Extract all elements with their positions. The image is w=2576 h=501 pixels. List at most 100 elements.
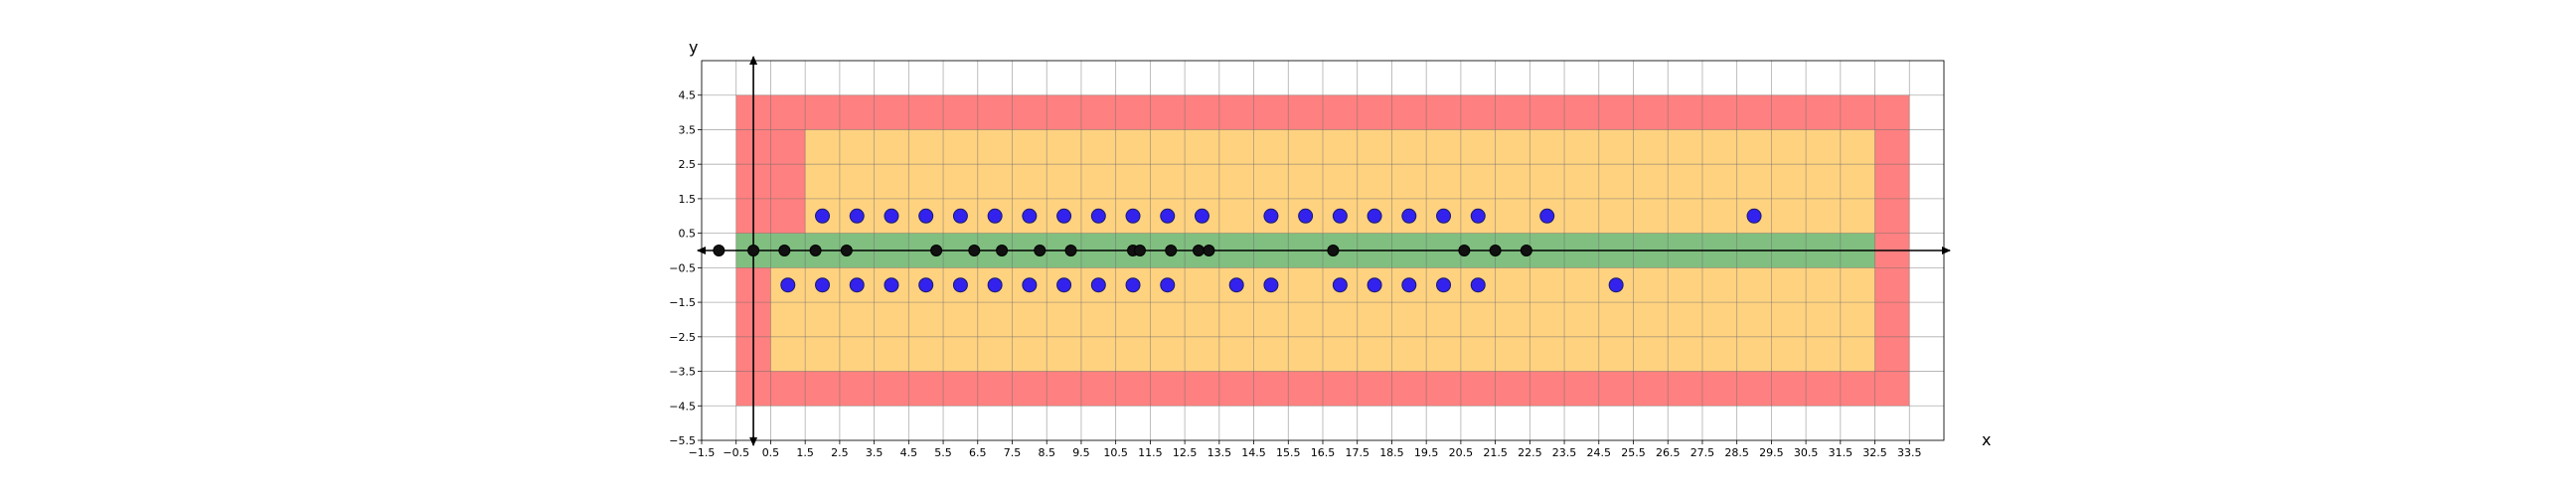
blue-point	[1194, 208, 1209, 224]
blue-point	[1401, 277, 1417, 293]
y-tick-label: 2.5	[679, 158, 697, 171]
black-point	[968, 245, 981, 256]
x-tick-label: 3.5	[866, 446, 884, 459]
blue-point	[1056, 208, 1072, 224]
x-tick-label: 31.5	[1829, 446, 1853, 459]
blue-point	[987, 277, 1003, 293]
blue-point	[815, 277, 831, 293]
x-tick-label: 9.5	[1072, 446, 1090, 459]
x-tick-label: 8.5	[1038, 446, 1055, 459]
x-tick-label: 6.5	[969, 446, 987, 459]
blue-point	[1332, 277, 1348, 293]
y-tick-label: −2.5	[669, 331, 696, 344]
x-tick-label: 23.5	[1552, 446, 1577, 459]
x-tick-label: 12.5	[1173, 446, 1198, 459]
black-point	[930, 245, 943, 256]
x-tick-label: 5.5	[934, 446, 952, 459]
black-point	[1165, 245, 1178, 256]
blue-point	[780, 277, 796, 293]
x-tick-label: 21.5	[1483, 446, 1508, 459]
blue-point	[1022, 277, 1038, 293]
x-tick-label: −0.5	[723, 446, 749, 459]
black-point	[747, 245, 760, 256]
black-point	[1133, 245, 1146, 256]
blue-point	[952, 208, 968, 224]
blue-point	[1436, 277, 1452, 293]
x-tick-label: 24.5	[1587, 446, 1612, 459]
blue-point	[918, 277, 934, 293]
blue-point	[1470, 208, 1486, 224]
y-tick-label: −0.5	[669, 261, 696, 274]
black-point	[996, 245, 1009, 256]
x-tick-label: 25.5	[1621, 446, 1646, 459]
x-tick-label: 29.5	[1759, 446, 1784, 459]
x-tick-label: 0.5	[762, 446, 780, 459]
blue-point	[1367, 208, 1382, 224]
y-tick-label: −1.5	[669, 296, 696, 309]
x-tick-label: 4.5	[900, 446, 918, 459]
blue-point	[884, 208, 899, 224]
blue-point	[815, 208, 831, 224]
x-tick-label: 14.5	[1241, 446, 1266, 459]
blue-point	[1470, 277, 1486, 293]
blue-point	[1608, 277, 1624, 293]
y-tick-label: 4.5	[679, 89, 697, 102]
blue-point	[1228, 277, 1244, 293]
blue-point	[1160, 277, 1176, 293]
blue-point	[1263, 208, 1279, 224]
blue-point	[1746, 208, 1762, 224]
y-tick-label: −3.5	[669, 366, 696, 379]
blue-point	[849, 277, 865, 293]
blue-point	[1539, 208, 1555, 224]
blue-point	[1022, 208, 1038, 224]
black-point	[1327, 245, 1340, 256]
blue-point	[1090, 208, 1106, 224]
blue-point	[1263, 277, 1279, 293]
x-tick-label: 28.5	[1724, 446, 1749, 459]
x-tick-label: 26.5	[1656, 446, 1681, 459]
x-tick-label: 11.5	[1138, 446, 1163, 459]
blue-point	[884, 277, 899, 293]
x-tick-label: 27.5	[1690, 446, 1715, 459]
x-tick-label: −1.5	[689, 446, 716, 459]
x-tick-label: 30.5	[1794, 446, 1819, 459]
y-tick-label: 1.5	[679, 193, 697, 206]
blue-point	[1298, 208, 1314, 224]
y-axis-label: y	[689, 38, 698, 57]
blue-point	[1125, 208, 1141, 224]
blue-point	[1436, 208, 1452, 224]
x-tick-label: 18.5	[1379, 446, 1404, 459]
y-tick-label: −4.5	[669, 400, 696, 413]
black-point	[1458, 245, 1471, 256]
x-tick-label: 10.5	[1103, 446, 1128, 459]
blue-point	[1367, 277, 1382, 293]
x-tick-label: 33.5	[1897, 446, 1922, 459]
black-point	[778, 245, 791, 256]
x-tick-label: 22.5	[1518, 446, 1542, 459]
x-tick-label: 17.5	[1345, 446, 1369, 459]
black-point	[1193, 245, 1205, 256]
black-point	[713, 245, 725, 256]
y-tick-label: 0.5	[679, 228, 697, 241]
x-tick-label: 15.5	[1276, 446, 1301, 459]
black-point	[1203, 245, 1215, 256]
blue-point	[1332, 208, 1348, 224]
x-tick-label: 32.5	[1862, 446, 1887, 459]
x-tick-label: 20.5	[1449, 446, 1474, 459]
blue-point	[952, 277, 968, 293]
black-point	[840, 245, 853, 256]
blue-point	[1160, 208, 1176, 224]
y-tick-label: 3.5	[679, 123, 697, 136]
black-point	[1520, 245, 1532, 256]
blue-point	[849, 208, 865, 224]
black-point	[1034, 245, 1046, 256]
x-tick-label: 19.5	[1414, 446, 1439, 459]
y-tick-label: −5.5	[669, 434, 696, 447]
x-tick-label: 1.5	[796, 446, 814, 459]
x-tick-label: 16.5	[1311, 446, 1336, 459]
blue-point	[987, 208, 1003, 224]
blue-point	[1090, 277, 1106, 293]
black-point	[809, 245, 822, 256]
blue-point	[1125, 277, 1141, 293]
